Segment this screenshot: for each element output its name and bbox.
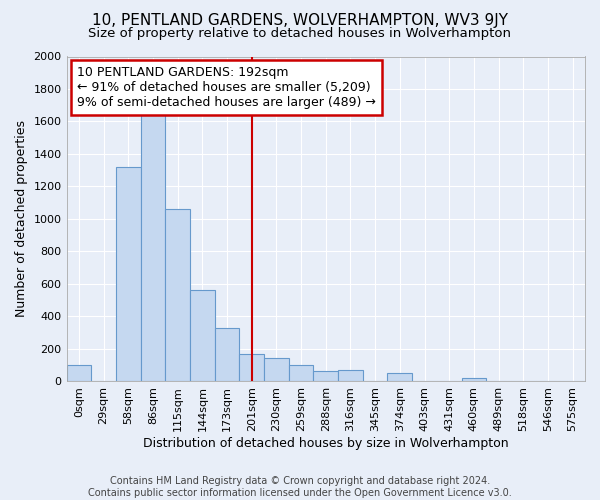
Bar xyxy=(461,378,486,382)
Text: Size of property relative to detached houses in Wolverhampton: Size of property relative to detached ho… xyxy=(89,28,511,40)
Bar xyxy=(313,371,338,382)
Text: Contains HM Land Registry data © Crown copyright and database right 2024.
Contai: Contains HM Land Registry data © Crown c… xyxy=(88,476,512,498)
Bar xyxy=(215,328,239,382)
Text: 10 PENTLAND GARDENS: 192sqm
← 91% of detached houses are smaller (5,209)
9% of s: 10 PENTLAND GARDENS: 192sqm ← 91% of det… xyxy=(77,66,376,109)
Bar xyxy=(289,365,313,382)
Bar xyxy=(140,76,165,382)
Bar xyxy=(239,354,264,382)
Bar xyxy=(338,370,363,382)
Bar xyxy=(388,374,412,382)
Bar xyxy=(165,209,190,382)
Y-axis label: Number of detached properties: Number of detached properties xyxy=(15,120,28,318)
Bar xyxy=(116,167,140,382)
X-axis label: Distribution of detached houses by size in Wolverhampton: Distribution of detached houses by size … xyxy=(143,437,509,450)
Text: 10, PENTLAND GARDENS, WOLVERHAMPTON, WV3 9JY: 10, PENTLAND GARDENS, WOLVERHAMPTON, WV3… xyxy=(92,12,508,28)
Bar xyxy=(264,358,289,382)
Bar xyxy=(67,365,91,382)
Bar xyxy=(190,290,215,382)
